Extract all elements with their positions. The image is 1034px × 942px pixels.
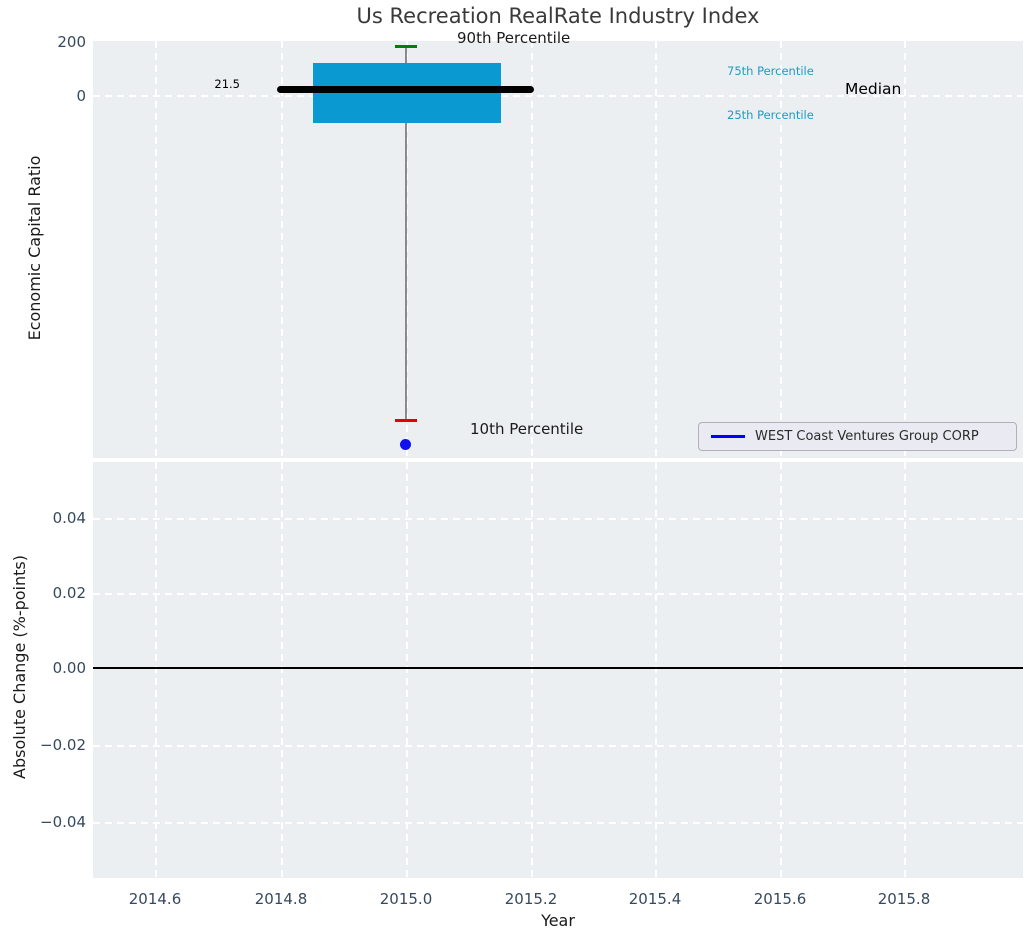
gridline-vertical (531, 462, 533, 878)
y-tick-label: 0.04 (52, 509, 86, 527)
y-tick-label: −0.04 (40, 813, 86, 831)
percentile-whisker-line (405, 47, 407, 421)
annotation-90th-percentile: 90th Percentile (457, 29, 571, 47)
x-tick-label: 2015.0 (379, 890, 433, 908)
interquartile-box (313, 63, 501, 123)
gridline-horizontal (93, 518, 1023, 520)
legend-line-swatch-icon (711, 435, 745, 438)
gridline-horizontal (93, 593, 1023, 595)
gridline-horizontal (93, 95, 1023, 97)
gridline-vertical (406, 41, 408, 458)
y-tick-label: 0 (76, 87, 86, 105)
top-plot-area: WEST Coast Ventures Group CORP (93, 41, 1023, 458)
gridline-vertical (904, 462, 906, 878)
zero-reference-line (93, 667, 1023, 669)
legend-box: WEST Coast Ventures Group CORP (698, 422, 1017, 451)
y-tick-label: 0.02 (52, 584, 86, 602)
y-tick-label: 200 (57, 33, 86, 51)
gridline-vertical (904, 41, 906, 458)
gridline-horizontal (93, 822, 1023, 824)
median-value-label: 21.5 (214, 77, 240, 91)
gridline-vertical (780, 41, 782, 458)
y-tick-label: 0.00 (52, 659, 86, 677)
x-tick-label: 2015.8 (877, 890, 931, 908)
annotation-25th-percentile: 25th Percentile (727, 108, 814, 122)
p10-cap-marker (395, 419, 417, 422)
gridline-vertical (531, 41, 533, 458)
p90-cap-marker (395, 45, 417, 48)
x-tick-label: 2015.4 (628, 890, 682, 908)
y-tick-label: −0.02 (40, 736, 86, 754)
x-tick-label: 2014.6 (128, 890, 182, 908)
x-tick-label: 2014.8 (254, 890, 308, 908)
gridline-horizontal (93, 745, 1023, 747)
company-point-marker (400, 439, 411, 450)
annotation-10th-percentile: 10th Percentile (470, 420, 584, 438)
gridline-vertical (281, 41, 283, 458)
gridline-vertical (655, 41, 657, 458)
annotation-75th-percentile: 75th Percentile (727, 64, 814, 78)
x-axis-label: Year (541, 911, 575, 930)
bottom-y-axis-label: Absolute Change (%-points) (10, 555, 29, 779)
gridline-vertical (655, 462, 657, 878)
chart-title: Us Recreation RealRate Industry Index (356, 4, 760, 28)
bottom-plot-area (93, 462, 1023, 878)
top-y-axis-label: Economic Capital Ratio (25, 155, 44, 341)
median-line (277, 86, 534, 93)
gridline-vertical (281, 462, 283, 878)
gridline-vertical (155, 41, 157, 458)
x-tick-label: 2015.2 (504, 890, 558, 908)
legend-series-label: WEST Coast Ventures Group CORP (755, 429, 979, 444)
gridline-vertical (406, 462, 408, 878)
x-tick-label: 2015.6 (753, 890, 807, 908)
gridline-vertical (155, 462, 157, 878)
annotation-median: Median (845, 80, 902, 98)
gridline-vertical (780, 462, 782, 878)
